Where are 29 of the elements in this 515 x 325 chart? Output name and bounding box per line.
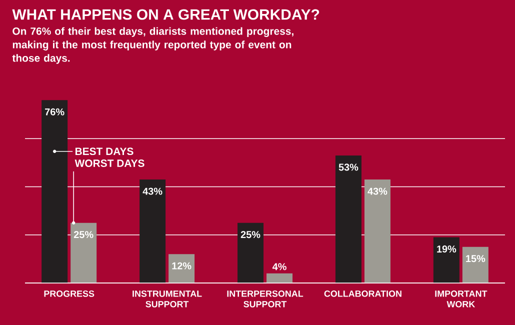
bar <box>462 246 488 283</box>
bar <box>42 100 68 283</box>
data-label: 25% <box>74 231 94 238</box>
x-tick-label: PROGRESS <box>44 290 94 297</box>
bar <box>364 180 390 283</box>
data-label: 25% <box>240 231 260 238</box>
data-label: 12% <box>172 262 192 270</box>
bar <box>168 254 195 283</box>
series-label: BEST DAYS <box>75 148 134 156</box>
data-label: 53% <box>338 164 358 171</box>
chart-subtitle: On 76% of their best days, diarists mentioned progress, making it the most frequently reported type of event on those days. <box>12 27 294 64</box>
chart-title: WHAT HAPPENS ON A GREAT WORKDAY? <box>12 9 320 20</box>
data-label: 19% <box>437 245 456 253</box>
data-label: 43% <box>142 188 162 195</box>
x-tick-label: IMPORTANT WORK <box>435 290 488 308</box>
bar <box>266 273 293 283</box>
x-tick-label: INTERPERSONAL SUPPORT <box>227 290 304 308</box>
bar <box>140 180 166 283</box>
x-tick-label: COLLABORATION <box>324 290 402 297</box>
bar <box>70 222 97 283</box>
data-label: 15% <box>466 255 486 262</box>
data-label: 76% <box>45 108 64 116</box>
bar <box>335 155 362 283</box>
text: WORST DAYS <box>74 160 144 167</box>
data-label: 4% <box>272 263 286 270</box>
data-label: 43% <box>368 188 388 195</box>
bar <box>238 222 264 283</box>
bar <box>433 237 460 283</box>
x-tick-label: INSTRUMENTAL SUPPORT <box>132 290 202 308</box>
